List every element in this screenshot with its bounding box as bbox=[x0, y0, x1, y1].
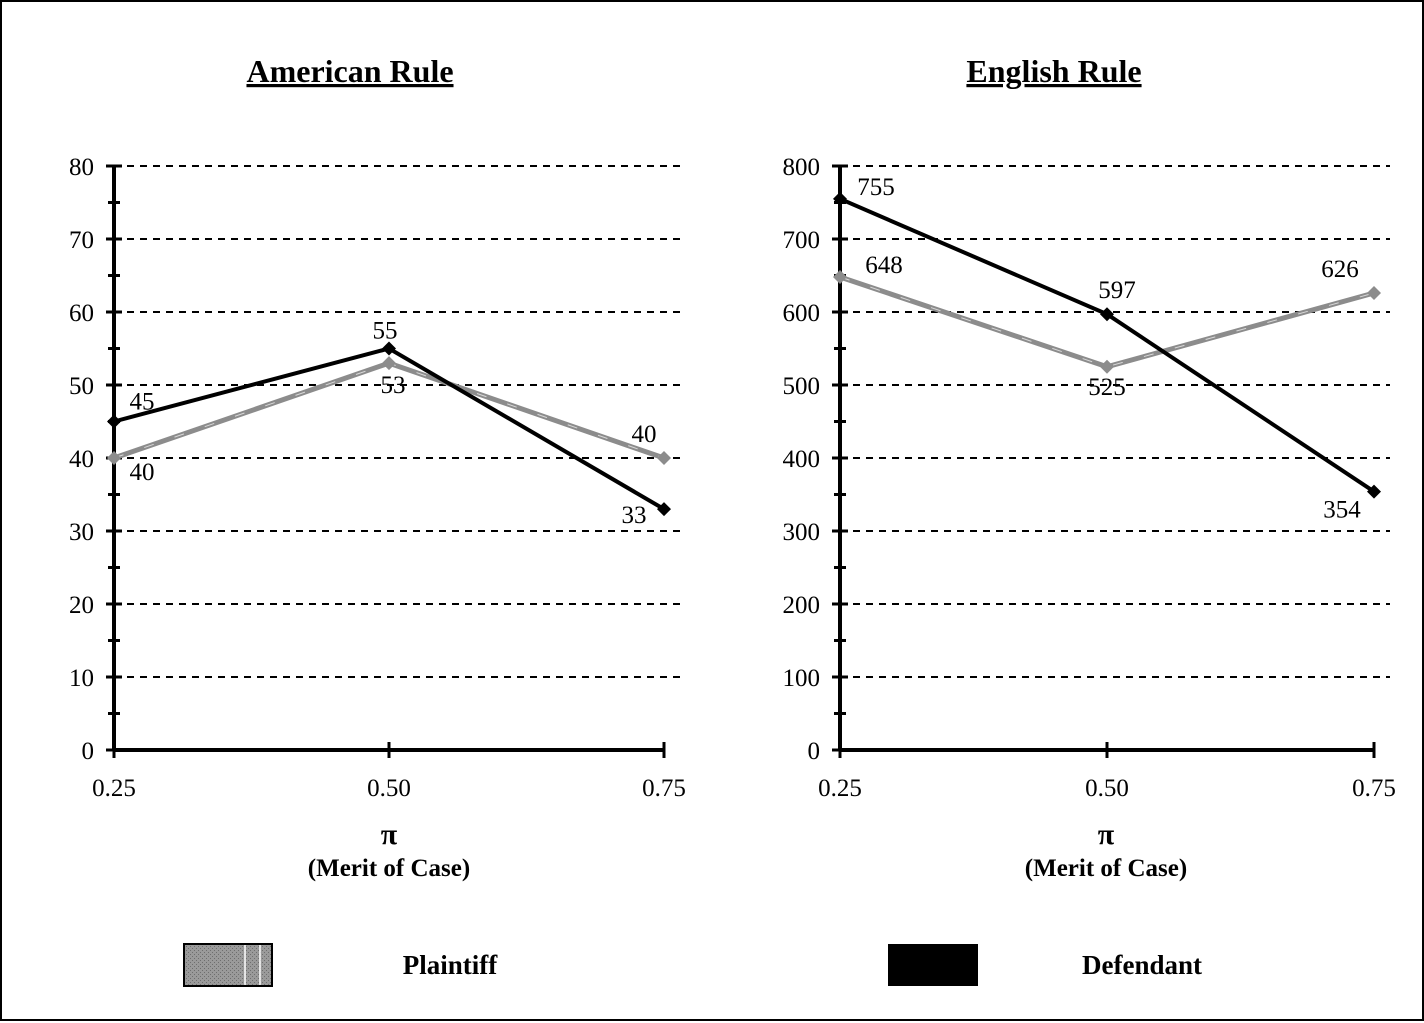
english-plaintiff-marker bbox=[833, 269, 847, 284]
english-y-tick-label: 200 bbox=[783, 592, 821, 619]
english-y-tick-label: 400 bbox=[783, 446, 821, 473]
english-plaintiff-data-label: 648 bbox=[865, 252, 903, 279]
american-defendant-data-label: 33 bbox=[622, 502, 647, 529]
english-x-tick-label: 0.75 bbox=[1352, 775, 1396, 802]
english-y-tick-label: 100 bbox=[783, 665, 821, 692]
american-y-tick-label: 70 bbox=[69, 227, 94, 254]
american-plaintiff-marker bbox=[657, 451, 671, 465]
english-y-tick-label: 600 bbox=[783, 300, 821, 327]
english-defendant-line bbox=[839, 197, 1376, 494]
american-x-tick-label: 0.50 bbox=[367, 775, 411, 802]
american-defendant-data-label: 55 bbox=[373, 318, 398, 345]
american-y-tick-label: 60 bbox=[69, 300, 94, 327]
english-defendant-data-label: 755 bbox=[857, 174, 895, 201]
legend-swatch-plaintiff bbox=[183, 943, 273, 987]
legend-label-defendant: Defendant bbox=[1082, 950, 1202, 980]
american-plaintiff-marker bbox=[107, 451, 121, 465]
english-defendant-marker bbox=[1367, 484, 1381, 499]
english-x-tick-label: 0.25 bbox=[818, 775, 862, 802]
american-plaintiff-data-label: 53 bbox=[381, 372, 406, 399]
american-defendant-marker bbox=[657, 502, 671, 517]
american-xlabel: (Merit of Case) bbox=[308, 855, 470, 882]
american-x-tick-label: 0.75 bbox=[642, 775, 686, 802]
american-plaintiff-data-label: 40 bbox=[632, 421, 657, 448]
english-defendant-marker bbox=[833, 191, 847, 206]
american-y-tick-label: 50 bbox=[69, 373, 94, 400]
american-plaintiff-marker bbox=[382, 356, 396, 371]
english-xlabel: (Merit of Case) bbox=[1025, 855, 1187, 882]
legend-swatch-defendant bbox=[888, 944, 978, 986]
american-rule-title: American Rule bbox=[246, 53, 453, 89]
english-y-tick-label: 300 bbox=[783, 519, 821, 546]
legend-label-plaintiff: Plaintiff bbox=[403, 950, 498, 980]
english-defendant-marker bbox=[1100, 307, 1114, 322]
american-defendant-marker bbox=[382, 341, 396, 356]
american-x-tick-label: 0.25 bbox=[92, 775, 136, 802]
english-y-tick-label: 700 bbox=[783, 227, 821, 254]
legend: Plaintiff Defendant bbox=[183, 943, 1202, 987]
american-defendant-marker bbox=[107, 414, 121, 429]
american-y-tick-label: 0 bbox=[82, 738, 95, 765]
american-rule-plot: 0 10 20 30 40 50 60 70 80 0.25 0.50 0.75 40 53 40 45 55 3… bbox=[69, 154, 686, 802]
english-defendant-data-label: 354 bbox=[1323, 497, 1361, 524]
english-y-tick-label: 500 bbox=[783, 373, 821, 400]
american-y-tick-label: 80 bbox=[69, 154, 94, 181]
english-x-tick-label: 0.50 bbox=[1085, 775, 1129, 802]
american-xlabel-symbol: π bbox=[381, 818, 398, 851]
english-y-tick-label: 800 bbox=[783, 154, 821, 181]
english-rule-title: English Rule bbox=[966, 53, 1141, 89]
american-defendant-data-label: 45 bbox=[130, 389, 155, 416]
american-y-tick-label: 20 bbox=[69, 592, 94, 619]
english-rule-plot: 0 100 200 300 400 500 600 700 800 0.25 0.50 0.75 648… bbox=[783, 154, 1396, 802]
english-plaintiff-data-label: 525 bbox=[1088, 374, 1126, 401]
english-plaintiff-marker bbox=[1100, 359, 1114, 374]
american-plaintiff-data-label: 40 bbox=[130, 459, 155, 486]
american-y-tick-label: 10 bbox=[69, 665, 94, 692]
english-plaintiff-data-label: 626 bbox=[1321, 256, 1359, 283]
english-defendant-data-label: 597 bbox=[1098, 277, 1136, 304]
english-y-tick-label: 0 bbox=[808, 738, 821, 765]
american-y-tick-label: 30 bbox=[69, 519, 94, 546]
english-xlabel-symbol: π bbox=[1098, 818, 1115, 851]
american-y-tick-label: 40 bbox=[69, 446, 94, 473]
english-plaintiff-marker bbox=[1367, 286, 1381, 301]
